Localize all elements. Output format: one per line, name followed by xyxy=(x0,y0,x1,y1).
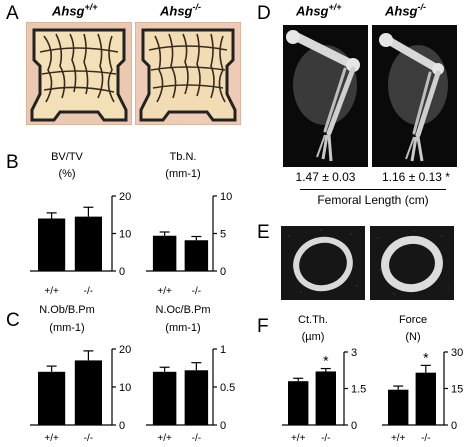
femoral-length-caption: Femoral Length (cm) xyxy=(317,193,429,207)
histology-image-ko xyxy=(135,22,241,125)
genotype-label-wt-d: Ahsg+/+ xyxy=(296,2,342,19)
ctth-sig-1: * xyxy=(323,353,329,369)
nob-bar-0 xyxy=(38,371,66,425)
tbn-category-1: -/- xyxy=(192,286,201,297)
noc-unit: (mm-1) xyxy=(165,322,200,334)
bvtv-tick-label-1: 10 xyxy=(119,229,131,241)
genotype-label-ko-d: Ahsg-/- xyxy=(385,2,426,19)
force-bar-0 xyxy=(388,389,409,425)
tbn-tick-label-1: 5 xyxy=(220,229,226,241)
bvtv-title: BV/TV xyxy=(51,151,83,163)
force-category-1: -/- xyxy=(421,433,430,444)
histology-section-wt xyxy=(26,22,132,125)
bvtv-bar-1 xyxy=(74,216,102,271)
bvtv-tick-label-0: 0 xyxy=(119,266,125,278)
tbn-tick-label-2: 10 xyxy=(220,191,232,203)
noc-tick-label-0: 0 xyxy=(220,420,226,432)
nob-tick-label-0: 0 xyxy=(119,420,125,432)
force-tick-label-0: 0 xyxy=(451,420,457,432)
noc-bar-1 xyxy=(184,370,209,425)
femoral-length-wt: 1.47 ± 0.03 xyxy=(295,170,356,184)
genotype-label-ko-a: Ahsg-/- xyxy=(160,2,201,19)
panel-letter-c: C xyxy=(6,310,20,331)
ctth-unit: (µm) xyxy=(302,331,325,343)
noc-category-0: +/+ xyxy=(157,433,172,444)
nob-category-0: +/+ xyxy=(44,433,59,444)
ctth-tick-label-0: 0 xyxy=(351,420,357,432)
panel-letter-e: E xyxy=(257,222,270,243)
tbn-title: Tb.N. xyxy=(170,151,197,163)
nob-unit: (mm-1) xyxy=(49,322,84,334)
force-sig-1: * xyxy=(423,349,429,365)
femoral-length-ko: 1.16 ± 0.13 * xyxy=(382,170,450,184)
xray-image-ko xyxy=(372,25,457,167)
tbn-tick-label-0: 0 xyxy=(220,266,226,278)
nob-bar-1 xyxy=(74,360,102,425)
xray-hindlimb-ko xyxy=(372,25,457,167)
xray-hindlimb-wt xyxy=(283,25,368,167)
force-tick-label-2: 30 xyxy=(451,347,463,359)
bvtv-bar-0 xyxy=(38,218,66,271)
force-title: Force xyxy=(399,314,427,326)
bvtv-category-0: +/+ xyxy=(44,286,59,297)
ctth-bar-1 xyxy=(315,371,336,425)
bvtv-unit: (%) xyxy=(58,168,75,180)
tbn-bar-1 xyxy=(184,240,209,271)
histology-section-ko xyxy=(135,22,241,125)
tbn-category-0: +/+ xyxy=(157,286,172,297)
femoral-length-divider xyxy=(300,189,446,190)
ctth-category-1: -/- xyxy=(321,433,330,444)
ctth-tick-label-2: 3 xyxy=(351,347,357,359)
noc-title: N.Oc/B.Pm xyxy=(155,304,210,316)
ctth-bar-0 xyxy=(288,381,309,425)
genotype-label-wt-a: Ahsg+/+ xyxy=(52,2,98,19)
force-tick-label-1: 15 xyxy=(451,384,463,396)
ctth-title: Ct.Th. xyxy=(298,314,328,326)
tbn-bar-0 xyxy=(152,235,177,271)
noc-tick-label-1: 0.5 xyxy=(220,382,235,394)
nob-title: N.Ob/B.Pm xyxy=(39,304,95,316)
bvtv-category-1: -/- xyxy=(84,286,93,297)
nob-tick-label-2: 20 xyxy=(119,344,131,356)
bvtv-tick-label-2: 20 xyxy=(119,191,131,203)
nob-tick-label-1: 10 xyxy=(119,382,131,394)
microct-cross-section-wt xyxy=(281,226,365,300)
noc-tick-label-2: 1 xyxy=(220,344,226,356)
ctth-tick-label-1: 1.5 xyxy=(351,384,366,396)
microct-image-wt xyxy=(281,226,365,300)
histology-image-wt xyxy=(26,22,132,125)
panel-letter-d: D xyxy=(257,3,271,24)
noc-category-1: -/- xyxy=(192,433,201,444)
ctth-category-0: +/+ xyxy=(291,433,306,444)
force-category-0: +/+ xyxy=(391,433,406,444)
force-unit: (N) xyxy=(405,331,420,343)
panel-letter-a: A xyxy=(6,3,19,24)
panel-letter-f: F xyxy=(257,316,269,337)
xray-image-wt xyxy=(283,25,368,167)
nob-category-1: -/- xyxy=(84,433,93,444)
microct-cross-section-ko xyxy=(370,226,454,300)
tbn-unit: (mm-1) xyxy=(165,168,200,180)
force-bar-1 xyxy=(415,372,436,425)
noc-bar-0 xyxy=(152,371,177,425)
panel-letter-b: B xyxy=(6,152,19,173)
microct-image-ko xyxy=(370,226,454,300)
